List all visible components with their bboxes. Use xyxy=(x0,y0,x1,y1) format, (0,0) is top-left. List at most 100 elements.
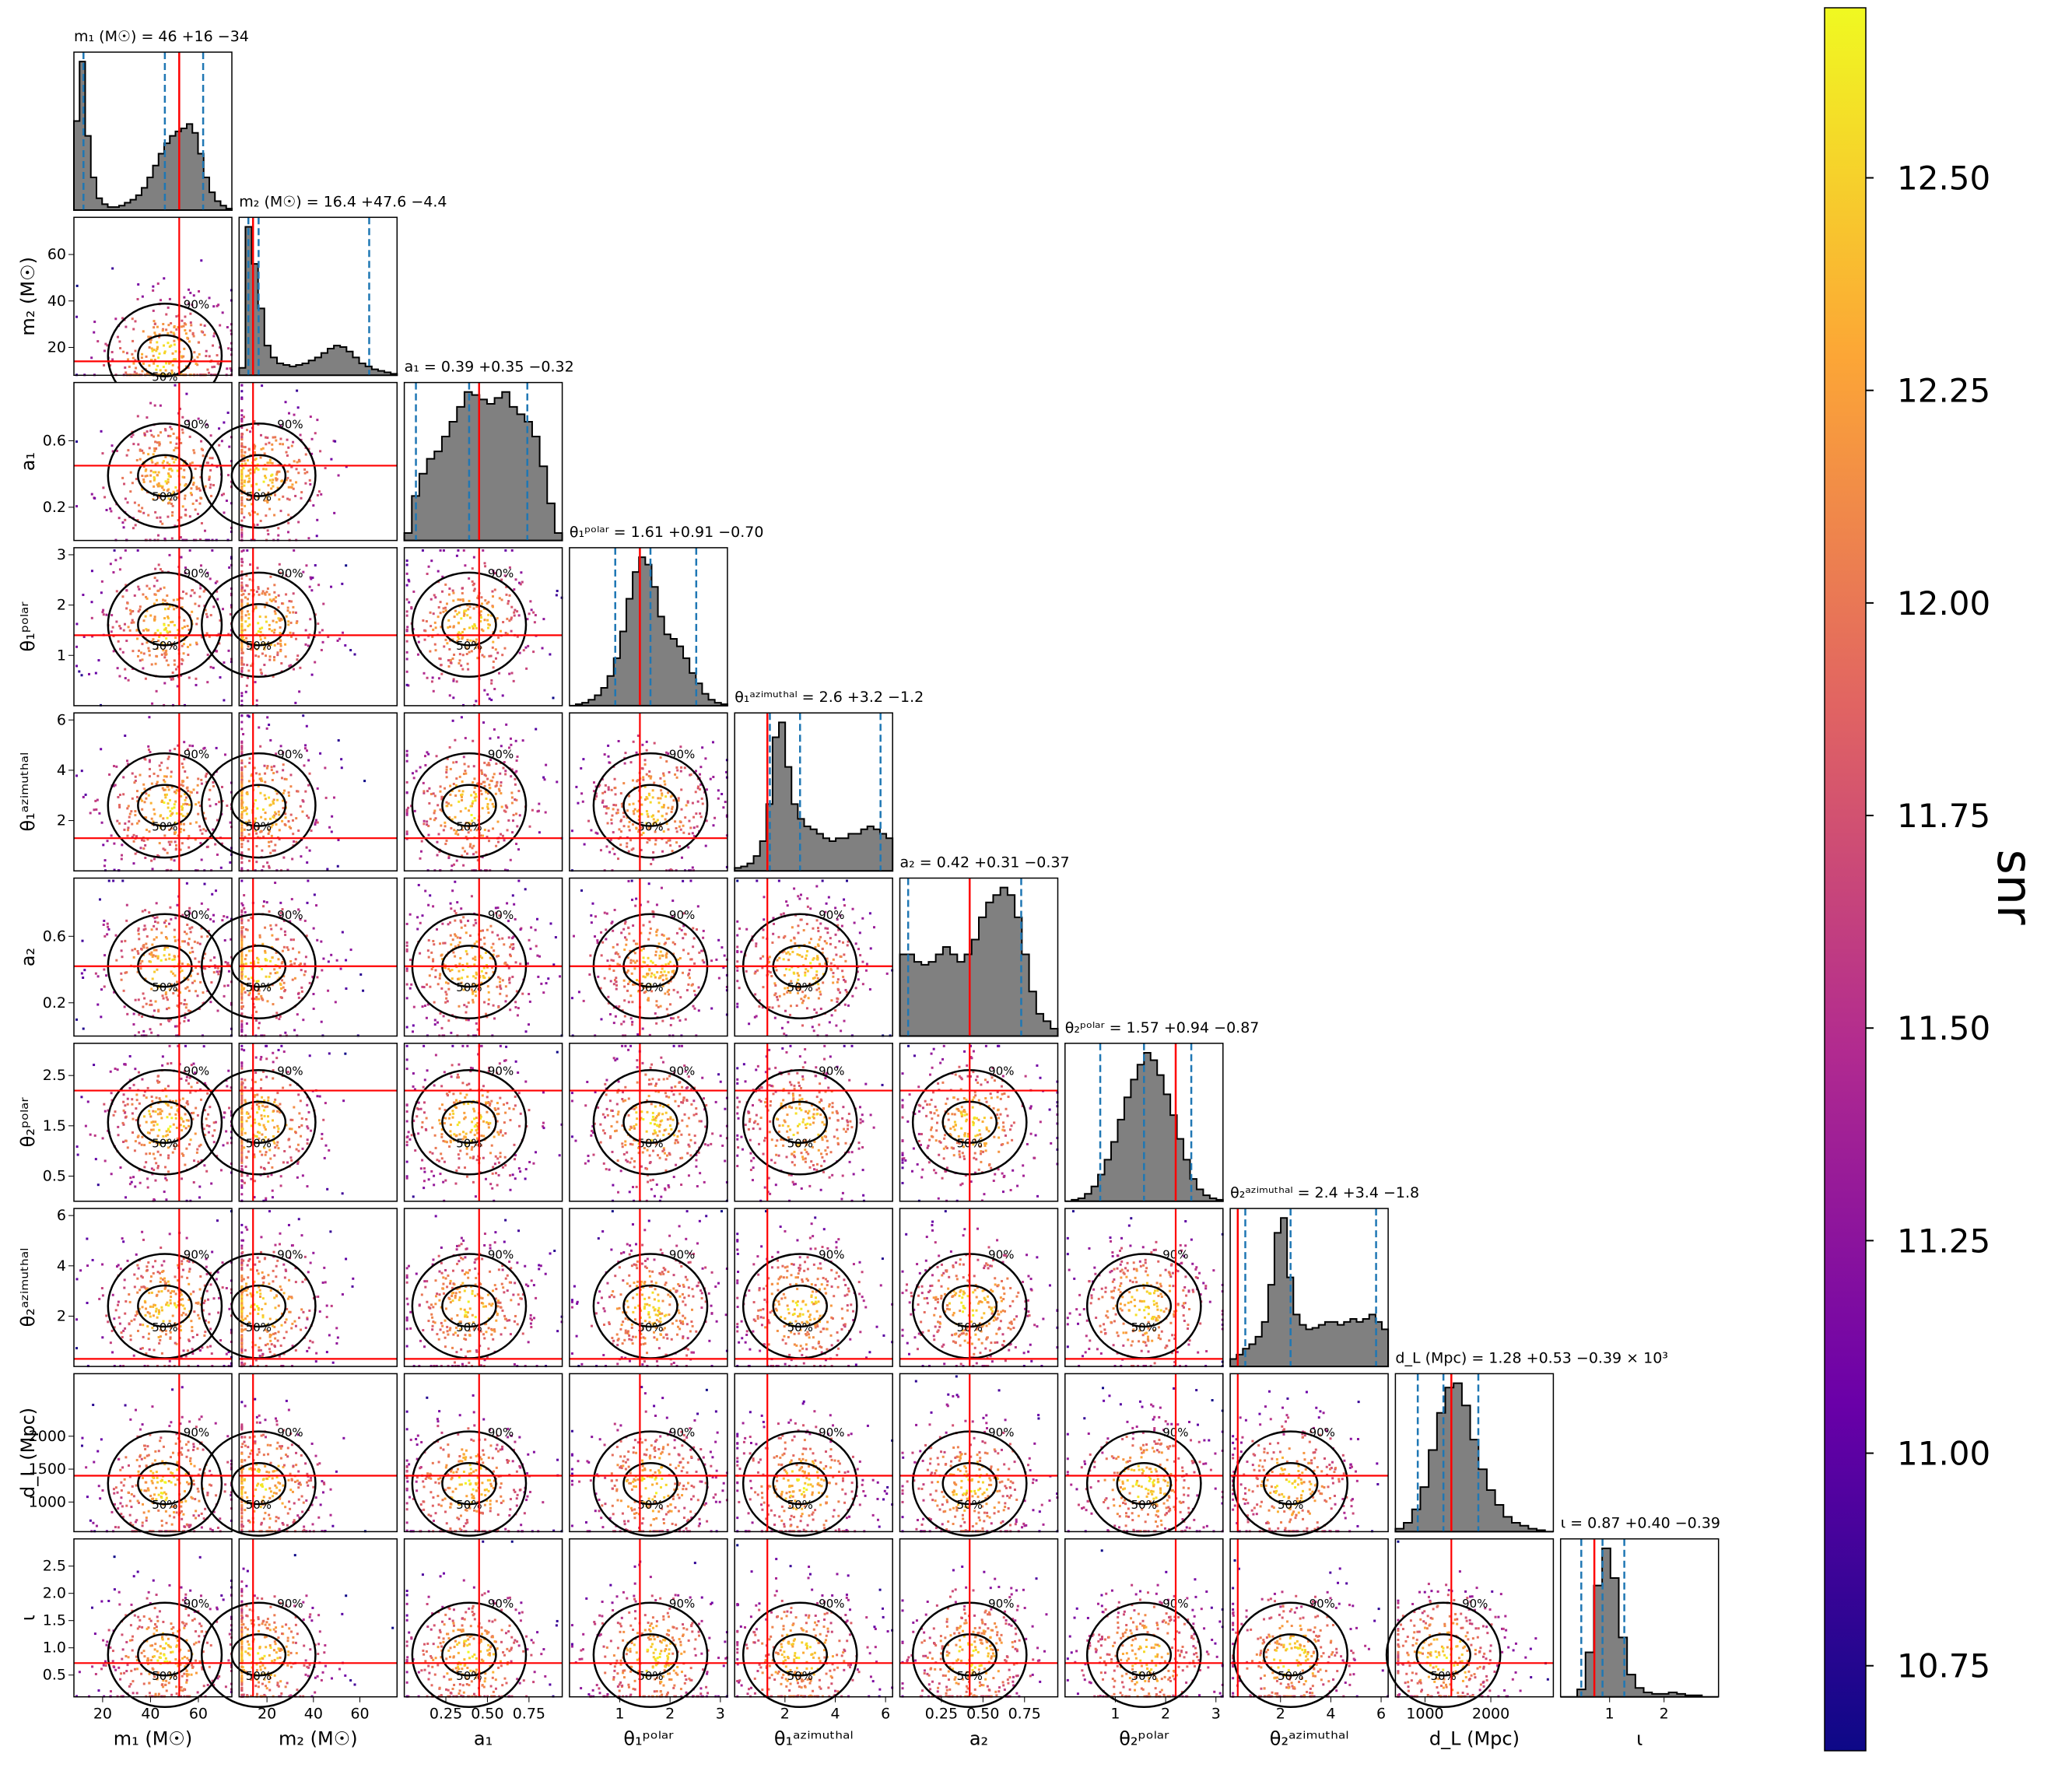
scatter-point xyxy=(789,991,792,994)
scatter-point xyxy=(101,452,104,455)
scatter-point xyxy=(75,645,79,648)
scatter-point xyxy=(240,612,244,615)
scatter-point xyxy=(651,822,654,826)
scatter-point xyxy=(240,525,244,528)
scatter-point xyxy=(682,879,685,882)
scatter-point xyxy=(405,780,408,784)
scatter-point xyxy=(179,407,182,410)
scatter-point xyxy=(510,672,514,675)
scatter-point xyxy=(265,615,268,619)
scatter-point xyxy=(500,833,503,836)
scatter-point xyxy=(262,900,265,903)
scatter-point xyxy=(484,599,487,602)
scatter-point xyxy=(176,469,179,472)
scatter-point xyxy=(215,889,218,892)
scatter-point xyxy=(505,593,508,596)
scatter-point xyxy=(410,606,413,609)
scatter-point xyxy=(664,954,668,957)
scatter-point xyxy=(289,773,293,777)
scatter-point xyxy=(511,894,514,897)
scatter-point xyxy=(240,414,244,417)
scatter-point xyxy=(167,342,170,345)
scatter-point xyxy=(472,800,475,803)
scatter-point xyxy=(451,658,454,661)
scatter-point xyxy=(172,331,175,335)
scatter-point xyxy=(458,941,461,944)
scatter-point xyxy=(240,815,244,818)
scatter-point xyxy=(643,991,646,994)
scatter-point xyxy=(242,733,245,736)
scatter-point xyxy=(158,443,161,446)
scatter-point xyxy=(255,633,258,636)
scatter-point xyxy=(143,432,146,435)
scatter-point xyxy=(804,994,807,998)
scatter-point xyxy=(442,607,445,610)
scatter-point xyxy=(279,510,282,513)
scatter-point xyxy=(261,384,264,388)
scatter-point xyxy=(254,458,258,461)
scatter-point xyxy=(154,440,157,444)
scatter-point xyxy=(274,843,277,847)
scatter-point xyxy=(151,943,154,946)
scatter-point xyxy=(127,829,130,832)
scatter-point xyxy=(242,593,245,596)
scatter-point xyxy=(429,894,432,897)
scatter-point xyxy=(469,843,472,846)
scatter-point xyxy=(100,1015,103,1019)
scatter-point xyxy=(466,662,469,665)
scatter-point xyxy=(454,784,458,787)
scatter-point xyxy=(310,437,314,440)
scatter-point xyxy=(153,602,156,605)
scatter-point xyxy=(248,859,251,862)
scatter-point xyxy=(129,471,132,474)
scatter-point xyxy=(187,366,190,370)
scatter-point xyxy=(154,1000,157,1003)
scatter-point xyxy=(250,588,253,591)
scatter-point xyxy=(671,970,674,973)
scatter-point xyxy=(110,510,113,513)
scatter-point xyxy=(160,959,163,962)
scatter-point xyxy=(466,614,469,617)
scatter-point xyxy=(679,745,682,749)
scatter-point xyxy=(474,793,477,796)
scatter-point xyxy=(861,917,864,920)
scatter-point xyxy=(131,339,135,342)
scatter-point xyxy=(145,942,148,945)
scatter-point xyxy=(193,980,196,983)
scatter-point xyxy=(433,819,436,822)
scatter-point xyxy=(678,825,681,828)
scatter-point xyxy=(461,587,464,590)
scatter-point xyxy=(476,1028,479,1031)
scatter-point xyxy=(187,1009,190,1012)
scatter-point xyxy=(196,363,199,366)
scatter-point xyxy=(254,681,257,684)
scatter-point xyxy=(649,801,652,804)
scatter-point xyxy=(135,366,138,370)
scatter-point xyxy=(141,799,144,802)
scatter-point xyxy=(405,1026,408,1029)
scatter-point xyxy=(804,971,807,974)
scatter-point xyxy=(786,991,789,994)
scatter-point xyxy=(813,977,816,980)
scatter-point xyxy=(695,770,698,773)
scatter-point xyxy=(138,773,142,777)
panel-frame xyxy=(734,712,893,871)
scatter-point xyxy=(174,458,177,461)
scatter-point xyxy=(145,595,148,598)
scatter-point xyxy=(240,437,244,440)
scatter-point xyxy=(153,479,156,482)
scatter-point xyxy=(103,919,106,922)
scatter-point xyxy=(168,345,171,348)
scatter-point xyxy=(594,792,598,795)
scatter-point xyxy=(793,887,796,890)
scatter-point xyxy=(240,1028,244,1031)
scatter-point xyxy=(124,971,127,974)
scatter-point xyxy=(736,966,739,969)
scatter-point xyxy=(173,663,176,666)
scatter-point xyxy=(307,816,310,819)
scatter-point xyxy=(304,956,307,959)
scatter-point xyxy=(197,417,200,420)
scatter-point xyxy=(181,963,184,966)
scatter-point xyxy=(486,601,489,605)
scatter-point xyxy=(163,954,166,957)
